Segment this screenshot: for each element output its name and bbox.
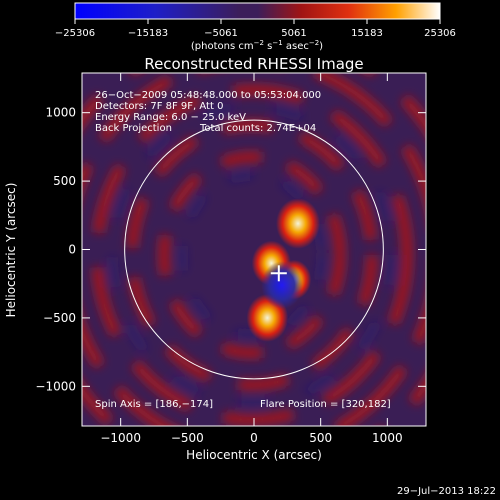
- y-tick-label: −500: [43, 311, 76, 325]
- emission-trough: [261, 261, 303, 309]
- colorbar-tick-label: −5061: [204, 28, 238, 39]
- colorbar-units: (photons cm−2 s−1 asec−2): [191, 39, 323, 52]
- solar-limb-circle: [124, 119, 384, 380]
- plot-area: −1000 −500 0 500 1000 1000 500 0 −500 −1000 26−Oc…: [35, 72, 427, 445]
- x-tick-label: 0: [250, 431, 258, 445]
- y-axis-label: Heliocentric Y (arcsec): [4, 183, 18, 318]
- y-tick-label: 0: [68, 243, 76, 257]
- colorbar-tick-label: 25306: [424, 28, 456, 39]
- x-tick-label: 500: [309, 431, 332, 445]
- annotation-detectors: Detectors: 7F 8F 9F, Att 0: [95, 101, 223, 112]
- colorbar-tick-label: 5061: [281, 28, 306, 39]
- colorbar-tick-label: 15183: [351, 28, 383, 39]
- annotation-flare-position: Flare Position = [320,182]: [260, 399, 391, 410]
- date-stamp: 29−Jul−2013 18:22: [397, 486, 496, 497]
- annotation-method: Back Projection: [95, 123, 172, 134]
- annotation-energy: Energy Range: 6.0 − 25.0 keV: [95, 112, 246, 123]
- colorbar-tick-label: −15183: [128, 28, 168, 39]
- image-texture: [82, 73, 426, 426]
- emission-peak: [276, 198, 320, 249]
- colorbar-tick-label: −25306: [55, 28, 95, 39]
- flare-marker: [270, 265, 287, 282]
- annotation-time-range: 26−Oct−2009 05:48:48.000 to 05:53:04.000: [95, 90, 321, 101]
- y-tick-label: 1000: [45, 106, 76, 120]
- x-tick-label: −1000: [100, 431, 141, 445]
- y-tick-label: 500: [53, 174, 76, 188]
- axis-ticks: −1000 −500 0 500 1000 1000 500 0 −500 −1000: [35, 73, 426, 445]
- x-tick-label: −500: [171, 431, 204, 445]
- x-tick-label: 1000: [372, 431, 403, 445]
- colorbar: −25306 −15183 −5061 5061 15183 25306 (photons…: [55, 2, 456, 52]
- annotation-counts: Total counts: 2.74E+04: [199, 123, 316, 134]
- annotation-spin-axis: Spin Axis = [186,−174]: [95, 399, 213, 410]
- chart-title: Reconstructed RHESSI Image: [144, 55, 363, 73]
- colorbar-ticks: −25306 −15183 −5061 5061 15183 25306: [55, 19, 456, 39]
- x-axis-label: Heliocentric X (arcsec): [186, 448, 322, 462]
- y-tick-label: −1000: [35, 379, 76, 393]
- colorbar-gradient: [74, 2, 441, 20]
